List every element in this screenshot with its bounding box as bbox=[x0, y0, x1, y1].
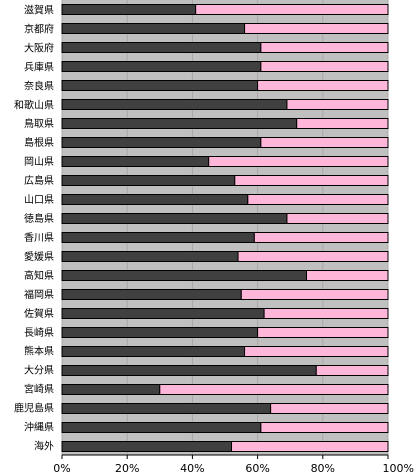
category-label: 大阪府 bbox=[24, 41, 54, 54]
bar-segment-dark bbox=[61, 42, 262, 53]
bar-segment-pink bbox=[234, 175, 389, 186]
bar-segment-pink bbox=[315, 365, 389, 376]
x-tick-label: 0% bbox=[53, 462, 70, 475]
bar-segment-dark bbox=[61, 23, 246, 34]
category-label: 佐賀県 bbox=[24, 308, 54, 320]
category-label: 愛媛県 bbox=[24, 250, 54, 263]
category-label: 熊本県 bbox=[24, 345, 54, 358]
category-label: 大分県 bbox=[24, 364, 54, 377]
bar-segment-dark bbox=[61, 422, 262, 433]
x-tick-label: 40% bbox=[180, 462, 204, 475]
category-label: 京都府 bbox=[24, 22, 54, 35]
plot-area bbox=[62, 0, 388, 455]
category-label: 兵庫県 bbox=[24, 60, 54, 73]
bar-segment-dark bbox=[61, 118, 298, 129]
category-label: 滋賀県 bbox=[24, 3, 54, 16]
bar-segment-dark bbox=[61, 61, 262, 72]
x-axis-ticks: 0% 20% 40% 60% 80% 100% bbox=[53, 455, 414, 475]
bar-segment-dark bbox=[61, 289, 242, 300]
category-label: 奈良県 bbox=[24, 79, 54, 92]
bar-segment-pink bbox=[260, 61, 389, 72]
bar-segment-pink bbox=[237, 251, 389, 262]
category-label: 和歌山県 bbox=[14, 98, 54, 111]
bar-segment-dark bbox=[61, 270, 307, 281]
bar-segment-dark bbox=[61, 213, 288, 224]
x-tick-label: 20% bbox=[115, 462, 139, 475]
bar-segment-pink bbox=[260, 422, 389, 433]
bar-segment-dark bbox=[61, 232, 255, 243]
bar-segment-dark bbox=[61, 137, 262, 148]
gridlines bbox=[61, 0, 389, 455]
x-tick-label: 100% bbox=[383, 462, 414, 475]
category-label: 宮崎県 bbox=[24, 383, 54, 396]
bar-segment-pink bbox=[244, 23, 389, 34]
category-label: 広島県 bbox=[24, 174, 54, 187]
bar-segment-pink bbox=[195, 4, 389, 15]
bar-segment-pink bbox=[247, 194, 389, 205]
bar-segment-pink bbox=[159, 384, 389, 395]
category-label: 福岡県 bbox=[24, 288, 54, 301]
category-label: 山口県 bbox=[24, 194, 54, 206]
bar-segment-dark bbox=[61, 251, 239, 262]
category-label: 鳥取県 bbox=[24, 117, 54, 130]
bar-segment-pink bbox=[231, 441, 389, 452]
bar-segment-dark bbox=[61, 175, 236, 186]
bar-segment-dark bbox=[61, 80, 259, 91]
category-label: 海外 bbox=[34, 440, 54, 453]
bar-segment-dark bbox=[61, 156, 210, 167]
category-label: 徳島県 bbox=[24, 212, 54, 225]
category-label: 島根県 bbox=[24, 136, 54, 149]
category-label: 岡山県 bbox=[24, 156, 54, 168]
bar-segment-dark bbox=[61, 346, 246, 357]
bar-segment-pink bbox=[253, 232, 389, 243]
bar-segment-pink bbox=[260, 42, 389, 53]
bar-segment-dark bbox=[61, 403, 272, 414]
bars bbox=[61, 4, 389, 452]
bar-segment-pink bbox=[208, 156, 389, 167]
category-label: 香川県 bbox=[24, 232, 54, 244]
category-label: 長崎県 bbox=[24, 326, 54, 339]
bar-segment-dark bbox=[61, 308, 265, 319]
bar-segment-dark bbox=[61, 441, 233, 452]
bar-segment-dark bbox=[61, 4, 197, 15]
bar-segment-dark bbox=[61, 384, 161, 395]
bar-segment-pink bbox=[257, 80, 389, 91]
bar-segment-dark bbox=[61, 327, 259, 338]
bar-segment-pink bbox=[244, 346, 389, 357]
bar-segment-dark bbox=[61, 194, 249, 205]
bar-segment-pink bbox=[296, 118, 389, 129]
bar-segment-pink bbox=[306, 270, 389, 281]
bar-segment-pink bbox=[240, 289, 389, 300]
bar-segment-pink bbox=[260, 137, 389, 148]
bar-segment-dark bbox=[61, 365, 317, 376]
bar-segment-pink bbox=[286, 213, 389, 224]
category-label: 高知県 bbox=[24, 269, 54, 282]
category-label: 鹿児島県 bbox=[14, 402, 54, 415]
bar-segment-pink bbox=[257, 327, 389, 338]
category-labels: 滋賀県京都府大阪府兵庫県奈良県和歌山県鳥取県島根県岡山県広島県山口県徳島県香川県… bbox=[14, 3, 54, 452]
bar-segment-pink bbox=[263, 308, 389, 319]
bar-segment-pink bbox=[286, 99, 389, 110]
x-tick-label: 80% bbox=[311, 462, 335, 475]
category-label: 沖縄県 bbox=[24, 421, 54, 434]
bar-segment-dark bbox=[61, 99, 288, 110]
x-tick-label: 60% bbox=[245, 462, 269, 475]
bar-segment-pink bbox=[270, 403, 389, 414]
